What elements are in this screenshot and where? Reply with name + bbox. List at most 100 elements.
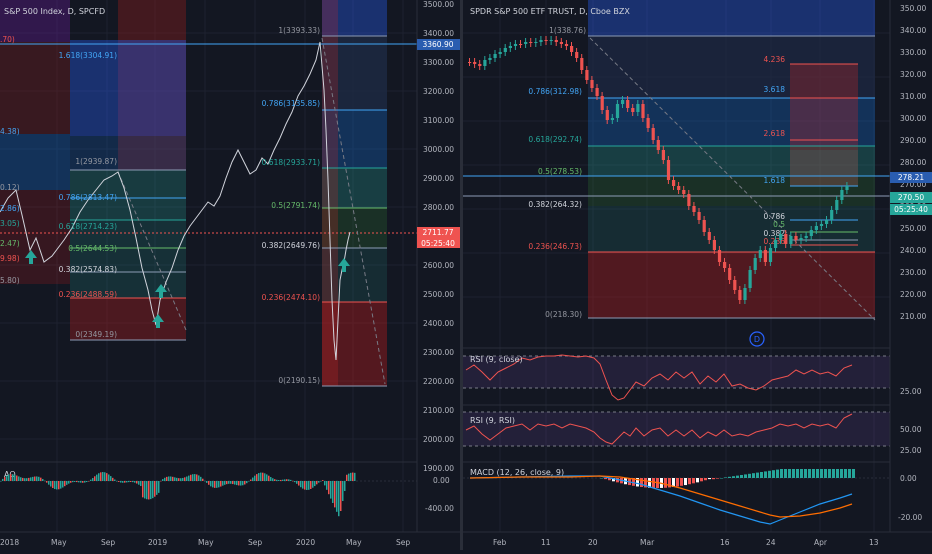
- ao-bar: [188, 475, 190, 481]
- ao-bar: [268, 475, 270, 481]
- left-time-axis[interactable]: 2018 May Sep 2019 May Sep 2020 May Sep: [0, 531, 460, 550]
- time-label: 20: [588, 538, 598, 547]
- time-label: Feb: [493, 538, 507, 547]
- ao-histogram: [0, 472, 356, 517]
- ao-bar: [144, 481, 146, 499]
- macd-bar: [800, 469, 803, 478]
- rsi-rsi-axis-label: 50.00: [900, 425, 922, 434]
- fib-ext-label: 2.618: [764, 129, 786, 138]
- rsi-pane[interactable]: RSI (9, close): [463, 347, 932, 401]
- price-axis-label: 300.00: [900, 114, 926, 123]
- ao-bar: [192, 474, 194, 481]
- fib-ext-label: 3.618: [764, 85, 786, 94]
- candle-body: [753, 258, 757, 270]
- macd-bar: [792, 469, 795, 478]
- ao-bar: [116, 480, 118, 482]
- fib-ext-label: 0.5: [773, 220, 785, 229]
- candle-body: [697, 212, 701, 220]
- ao-bar: [94, 476, 96, 481]
- ao-bar: [246, 481, 248, 484]
- ao-bar: [240, 481, 242, 486]
- candle-body: [830, 210, 834, 220]
- ao-bar: [128, 481, 130, 483]
- macd-bar: [844, 469, 847, 478]
- ao-bar: [270, 477, 272, 481]
- candle-body: [825, 220, 829, 224]
- macd-label: MACD (12, 26, close, 9): [470, 468, 564, 477]
- ao-bar: [324, 481, 326, 486]
- ao-bar: [100, 472, 102, 481]
- macd-bar: [684, 478, 687, 486]
- ao-bar: [86, 481, 88, 483]
- ao-label: AO: [4, 470, 16, 479]
- signal-arrows: [25, 250, 350, 328]
- candle-body: [503, 48, 507, 52]
- ao-bar: [286, 479, 288, 481]
- candle-body: [672, 180, 676, 186]
- candle-body: [529, 42, 533, 43]
- rsi-of-rsi-pane[interactable]: RSI (9, RSI): [463, 404, 932, 447]
- macd-bar: [676, 478, 679, 487]
- fib-label: 0.382(2574.83): [59, 265, 117, 274]
- ao-pane[interactable]: AO: [0, 461, 460, 517]
- fib-label: 0.5(2791.74): [271, 201, 320, 210]
- macd-bar: [716, 478, 719, 479]
- chart-divider[interactable]: [460, 0, 463, 550]
- time-label: Sep: [101, 538, 115, 547]
- macd-bar: [696, 478, 699, 483]
- price-axis-label: 2300.00: [423, 348, 454, 357]
- price-axis-label: 250.00: [900, 224, 926, 233]
- right-price-axis[interactable]: 350.00 340.00 330.00 320.00 310.00 300.00 290.…: [889, 0, 932, 532]
- price-axis-label: 2600.00: [423, 261, 454, 270]
- macd-bar: [668, 478, 671, 488]
- fib-label: 0.5(278.53): [538, 167, 582, 176]
- ao-bar: [312, 481, 314, 488]
- candle-body: [723, 262, 727, 268]
- macd-bar: [636, 478, 639, 487]
- ao-bar: [44, 480, 46, 482]
- time-label: 2018: [0, 538, 19, 547]
- ao-bar: [16, 475, 18, 481]
- time-label: 16: [720, 538, 730, 547]
- price-axis-label: 1900.00: [423, 464, 454, 473]
- rsi-line: [465, 354, 853, 401]
- fib-label: 0.236(2474.10): [262, 293, 320, 302]
- candle-body: [508, 46, 512, 48]
- ao-bar: [262, 472, 264, 481]
- ao-bar: [336, 481, 338, 512]
- candle-body: [610, 118, 614, 120]
- fib-label: 1.618(3304.91): [59, 51, 117, 60]
- ao-bar: [182, 477, 184, 481]
- ao-bar: [304, 481, 306, 490]
- fib-label: 1(338.76): [549, 26, 586, 35]
- right-chart[interactable]: 1(338.76) 0.786(312.98) 0.618(292.74) 0.…: [463, 0, 932, 540]
- ao-bar: [70, 481, 72, 483]
- right-time-axis[interactable]: Feb 11 20 Mar 16 24 Apr 13: [463, 531, 932, 550]
- candle-body: [799, 238, 803, 240]
- countdown-text: 05:25:40: [421, 239, 455, 248]
- left-chart[interactable]: 1(3393.33) 0.786(3135.85) 0.618(2933.71)…: [0, 0, 460, 540]
- ao-bar: [156, 481, 158, 495]
- macd-bar: [724, 477, 727, 478]
- ao-bar: [130, 481, 132, 482]
- fib-label-fragment: 3.05): [0, 219, 20, 228]
- macd-pane[interactable]: MACD (12, 26, close, 9): [463, 461, 932, 525]
- ao-bar: [148, 481, 150, 500]
- fib-ext-label: 0.786: [764, 212, 786, 221]
- ao-bar: [134, 481, 136, 483]
- macd-axis-label: -20.00: [898, 513, 922, 522]
- ao-bar: [258, 473, 260, 481]
- macd-bar: [728, 476, 731, 478]
- price-axis-label: 210.00: [900, 312, 926, 321]
- dividend-marker[interactable]: [749, 331, 765, 347]
- macd-bar: [692, 478, 695, 484]
- left-price-axis[interactable]: 3500.00 3400.00 3300.00 3200.00 3100.00 3000.…: [416, 0, 460, 540]
- candle-body: [554, 40, 558, 42]
- ao-bar: [222, 481, 224, 486]
- right-fib-zones: [588, 0, 875, 318]
- ao-bar: [308, 481, 310, 490]
- time-label: May: [346, 538, 362, 547]
- fib-label: 0(2349.19): [75, 330, 117, 339]
- countdown-tag: [417, 238, 460, 248]
